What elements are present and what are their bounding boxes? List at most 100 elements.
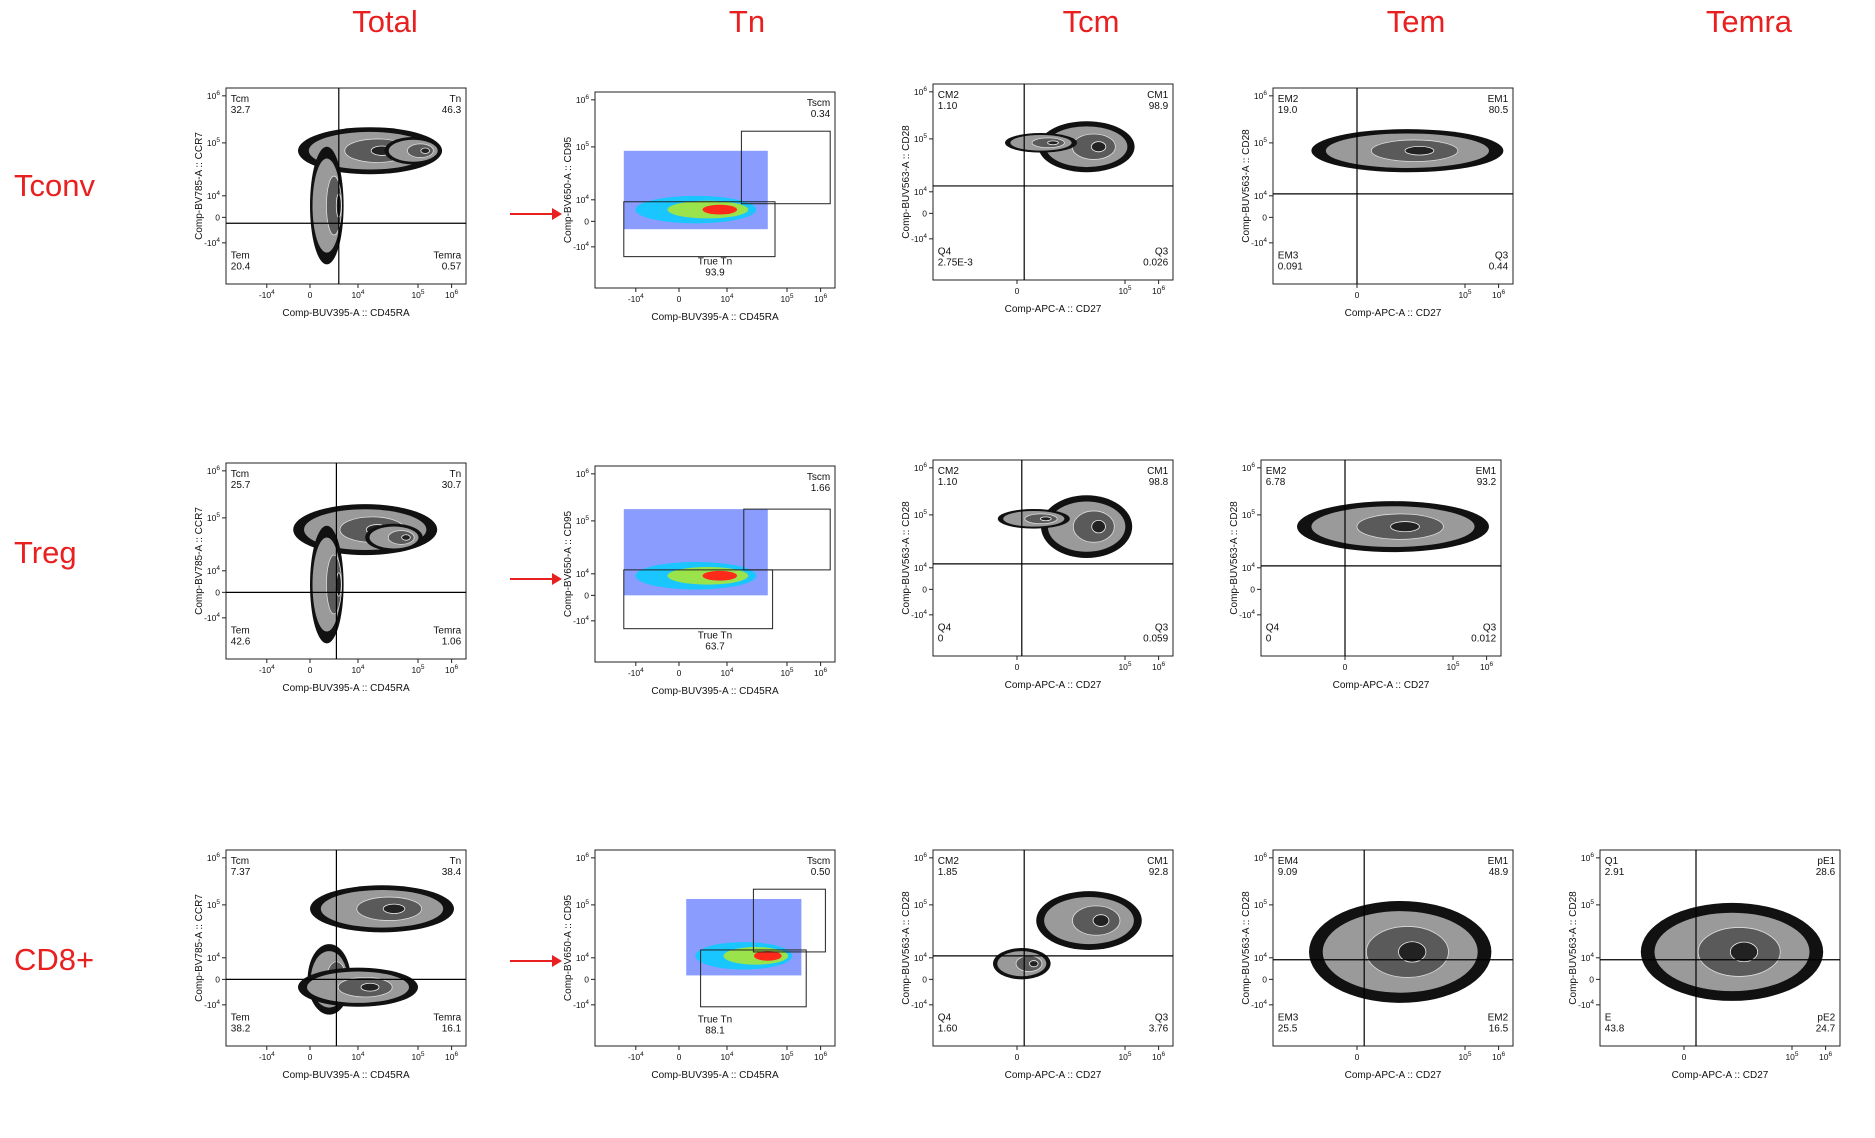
y-tick-label: 106 — [207, 852, 220, 863]
y-tick-label: -104 — [1251, 237, 1267, 248]
gate-name: Q1 — [1605, 856, 1619, 867]
gate-value: 16.1 — [442, 1024, 462, 1035]
gate-value: 93.2 — [1477, 477, 1497, 488]
y-tick-label: 0 — [584, 974, 589, 984]
gate-arrow-cd8 — [510, 955, 562, 967]
x-tick-label: 106 — [814, 293, 827, 304]
column-title-total: Total — [352, 4, 418, 39]
y-tick-label: 106 — [914, 852, 927, 863]
plot-frame — [1260, 459, 1502, 657]
gate-value: 0.012 — [1471, 634, 1496, 645]
x-tick-label: -104 — [259, 289, 275, 300]
gate-value: 80.5 — [1489, 105, 1509, 116]
row-title-treg: Treg — [14, 535, 77, 570]
gate-box-tscm — [752, 888, 826, 953]
x-tick-label: 106 — [814, 1051, 827, 1062]
x-tick-label: 0 — [308, 290, 313, 300]
gate-name: EM2 — [1266, 466, 1287, 477]
contour-core — [1047, 140, 1059, 146]
y-tick-label: 105 — [914, 133, 927, 144]
gate-value: 1.10 — [938, 477, 958, 488]
gate-value: 92.8 — [1149, 867, 1169, 878]
gate-value: 43.8 — [1605, 1024, 1625, 1035]
x-tick-label: -104 — [628, 667, 644, 678]
plot-frame — [225, 87, 467, 285]
gate-name: Q4 — [938, 623, 952, 634]
gate-name: pE2 — [1817, 1013, 1835, 1024]
gate-box-tscm — [740, 130, 831, 205]
gate-arrow-tconv — [510, 208, 562, 220]
y-tick-label: 106 — [207, 90, 220, 101]
y-tick-label: 105 — [576, 141, 589, 152]
y-tick-label: 105 — [1254, 137, 1267, 148]
y-tick-label: 105 — [1581, 899, 1594, 910]
x-tick-label: 105 — [780, 293, 793, 304]
y-axis-label: Comp-BUV563-A :: CD28 — [901, 125, 912, 239]
x-tick-label: 105 — [1785, 1051, 1798, 1062]
gate-value: 0.026 — [1143, 258, 1168, 269]
y-tick-label: 0 — [215, 974, 220, 984]
gate-value: 98.9 — [1149, 101, 1169, 112]
y-tick-label: 0 — [922, 974, 927, 984]
y-tick-label: 104 — [576, 568, 589, 579]
x-tick-label: 0 — [1682, 1052, 1687, 1062]
plot-frame — [932, 459, 1174, 657]
gate-box-tscm — [743, 508, 831, 571]
gate-value: 20.4 — [231, 262, 251, 273]
y-tick-label: 104 — [914, 952, 927, 963]
x-tick-label: -104 — [259, 1051, 275, 1062]
gate-value: 2.91 — [1605, 867, 1625, 878]
x-tick-label: 105 — [780, 1051, 793, 1062]
y-tick-label: 106 — [1242, 462, 1255, 473]
x-tick-label: 0 — [308, 1052, 313, 1062]
x-tick-label: 105 — [1458, 289, 1471, 300]
x-tick-label: 105 — [411, 664, 424, 675]
x-axis-label: Comp-APC-A :: CD27 — [1005, 680, 1102, 691]
y-tick-label: 0 — [215, 212, 220, 222]
gate-name: CM2 — [938, 466, 960, 477]
y-axis-label: Comp-BUV563-A :: CD28 — [1568, 891, 1579, 1005]
gate-value: 1.60 — [938, 1024, 958, 1035]
gate-name: Tem — [231, 1013, 250, 1024]
gate-name: CM2 — [938, 90, 960, 101]
x-tick-label: 105 — [1446, 661, 1459, 672]
x-tick-label: 106 — [445, 289, 458, 300]
gate-value: 1.10 — [938, 101, 958, 112]
contour-core — [1092, 914, 1110, 927]
y-tick-label: 0 — [1589, 974, 1594, 984]
x-tick-label: 105 — [411, 1051, 424, 1062]
y-tick-label: 0 — [584, 216, 589, 226]
density-peak — [702, 570, 738, 581]
y-axis-label: Comp-BUV563-A :: CD28 — [1241, 129, 1252, 243]
x-tick-label: 105 — [780, 667, 793, 678]
y-tick-label: 105 — [1254, 899, 1267, 910]
y-tick-label: 104 — [576, 194, 589, 205]
plot-frame — [225, 462, 467, 660]
gate-name: Q3 — [1495, 251, 1509, 262]
gate-name: Temra — [433, 1013, 461, 1024]
y-tick-label: 0 — [584, 590, 589, 600]
contour-core — [1729, 941, 1759, 963]
gate-value: 1.06 — [442, 637, 462, 648]
gate-value: 6.78 — [1266, 477, 1286, 488]
gate-box-true-tn — [623, 201, 776, 258]
contour-core — [1091, 141, 1107, 153]
y-tick-label: 0 — [1262, 974, 1267, 984]
gate-value: 0.059 — [1143, 634, 1168, 645]
column-title-temra: Temra — [1705, 4, 1793, 39]
gate-value: 93.9 — [705, 268, 725, 279]
gate-value: 63.7 — [705, 642, 725, 653]
gate-value: 46.3 — [442, 105, 462, 116]
y-tick-label: 105 — [576, 899, 589, 910]
x-axis-label: Comp-APC-A :: CD27 — [1333, 680, 1430, 691]
